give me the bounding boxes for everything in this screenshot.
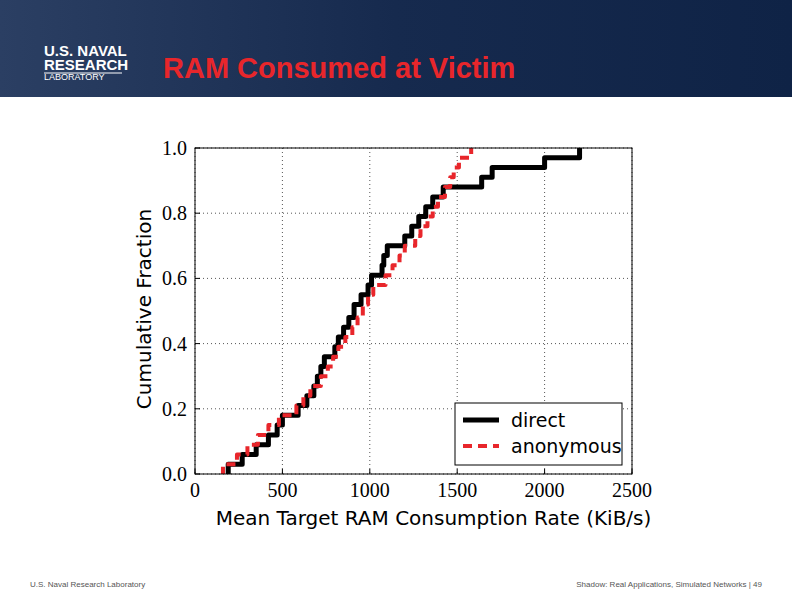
tick-label-x: 2500 (612, 479, 652, 501)
tick-label-x: 0 (190, 479, 200, 501)
legend-swatch (463, 418, 499, 423)
grid-line-y (195, 278, 632, 279)
series-group (221, 148, 579, 474)
y-axis-label: Cumulative Fraction (132, 209, 156, 409)
legend-label: direct (511, 409, 565, 431)
x-axis-label: Mean Target RAM Consumption Rate (KiB/s) (216, 506, 652, 530)
tick-label-y: 0.6 (162, 267, 187, 289)
footer-right: Shadow: Real Applications, Simulated Net… (576, 580, 762, 589)
legend-swatch (463, 444, 499, 448)
plot-frame (195, 148, 632, 474)
tick-label-y: 0.0 (162, 463, 187, 485)
slide: U.S. NAVALRESEARCHLABORATORYRAM Consumed… (0, 0, 792, 612)
tick-x (369, 469, 370, 474)
legend-label: anonymous (511, 435, 622, 457)
grid (195, 148, 632, 474)
grid-line-y (195, 213, 632, 214)
tick-y (195, 343, 200, 344)
logo-text: RESEARCH (44, 56, 128, 73)
tick-x (457, 469, 458, 474)
tick-y (195, 278, 200, 279)
grid-line-y (195, 343, 632, 344)
tick-label-y: 0.2 (162, 398, 187, 420)
tick-y (195, 408, 200, 409)
tick-label-x: 1500 (437, 479, 477, 501)
tick-label-y: 0.8 (162, 202, 187, 224)
grid-line-x (369, 148, 370, 474)
tick-label-x: 1000 (350, 479, 390, 501)
legend: direct anonymous (455, 403, 622, 465)
canvas: U.S. NAVALRESEARCHLABORATORYRAM Consumed… (0, 0, 792, 612)
tick-y (195, 213, 200, 214)
tick-label-x: 2000 (525, 479, 565, 501)
series-line (221, 148, 471, 474)
tick-label-x: 500 (267, 479, 297, 501)
slide-title: RAM Consumed at Victim (163, 52, 515, 84)
footer-left: U.S. Naval Research Laboratory (30, 580, 145, 589)
tick-x (282, 469, 283, 474)
header-band (0, 0, 792, 97)
tick-label-y: 1.0 (162, 137, 187, 159)
tick-x (544, 469, 545, 474)
tick-label-y: 0.4 (162, 333, 187, 355)
logo-rule (44, 73, 122, 74)
legend-box (455, 403, 622, 465)
